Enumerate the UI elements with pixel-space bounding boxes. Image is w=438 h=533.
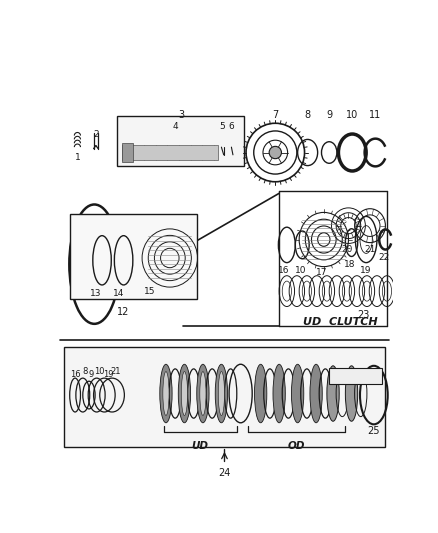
Text: 9: 9 [88, 370, 94, 379]
Text: 18: 18 [344, 260, 356, 269]
Ellipse shape [269, 147, 282, 159]
Text: 5: 5 [219, 122, 225, 131]
Text: 3: 3 [178, 110, 184, 120]
Ellipse shape [218, 372, 225, 415]
Text: 21: 21 [111, 367, 121, 376]
Text: UD: UD [191, 441, 208, 451]
Text: 24: 24 [218, 468, 231, 478]
Text: 11: 11 [369, 110, 381, 120]
Text: 20: 20 [341, 245, 353, 254]
Text: 10: 10 [295, 265, 307, 274]
Text: 13: 13 [90, 289, 102, 298]
Text: 14: 14 [113, 289, 125, 298]
Ellipse shape [310, 364, 322, 423]
Text: 16: 16 [278, 265, 290, 274]
Text: 4: 4 [173, 122, 178, 131]
Text: 12: 12 [117, 306, 130, 317]
Text: 10: 10 [95, 367, 105, 376]
Text: 23: 23 [358, 310, 370, 320]
Bar [70, 214, 197, 299]
Bar [122, 143, 133, 161]
Ellipse shape [200, 372, 206, 415]
Ellipse shape [197, 364, 209, 423]
Ellipse shape [163, 372, 169, 415]
Bar [117, 116, 244, 166]
Text: 21: 21 [364, 245, 376, 254]
Ellipse shape [327, 366, 339, 421]
Text: 1: 1 [74, 152, 80, 161]
Ellipse shape [181, 372, 187, 415]
Text: 6: 6 [229, 122, 234, 131]
Text: REVERSE: REVERSE [336, 377, 375, 386]
Ellipse shape [215, 364, 228, 423]
Text: 16: 16 [70, 370, 81, 379]
Text: UD  CLUTCH: UD CLUTCH [304, 317, 378, 327]
Text: 10: 10 [346, 110, 358, 120]
Text: 7: 7 [272, 110, 279, 120]
Ellipse shape [291, 364, 304, 423]
Text: 2: 2 [93, 130, 99, 139]
Ellipse shape [160, 364, 172, 423]
Ellipse shape [346, 366, 358, 421]
Text: 15: 15 [144, 287, 155, 296]
Text: 22: 22 [378, 253, 389, 262]
Text: 9: 9 [326, 110, 332, 120]
Text: 8: 8 [304, 110, 311, 120]
Text: 25: 25 [367, 426, 380, 436]
Ellipse shape [254, 364, 267, 423]
Bar [329, 368, 381, 384]
Text: 8: 8 [82, 367, 88, 376]
Bar [64, 348, 385, 447]
Text: 17: 17 [316, 268, 327, 277]
Text: 19: 19 [360, 265, 371, 274]
Ellipse shape [178, 364, 191, 423]
Text: 19: 19 [103, 370, 113, 379]
Ellipse shape [273, 364, 285, 423]
Bar [122, 145, 218, 160]
Text: OD: OD [287, 441, 305, 451]
